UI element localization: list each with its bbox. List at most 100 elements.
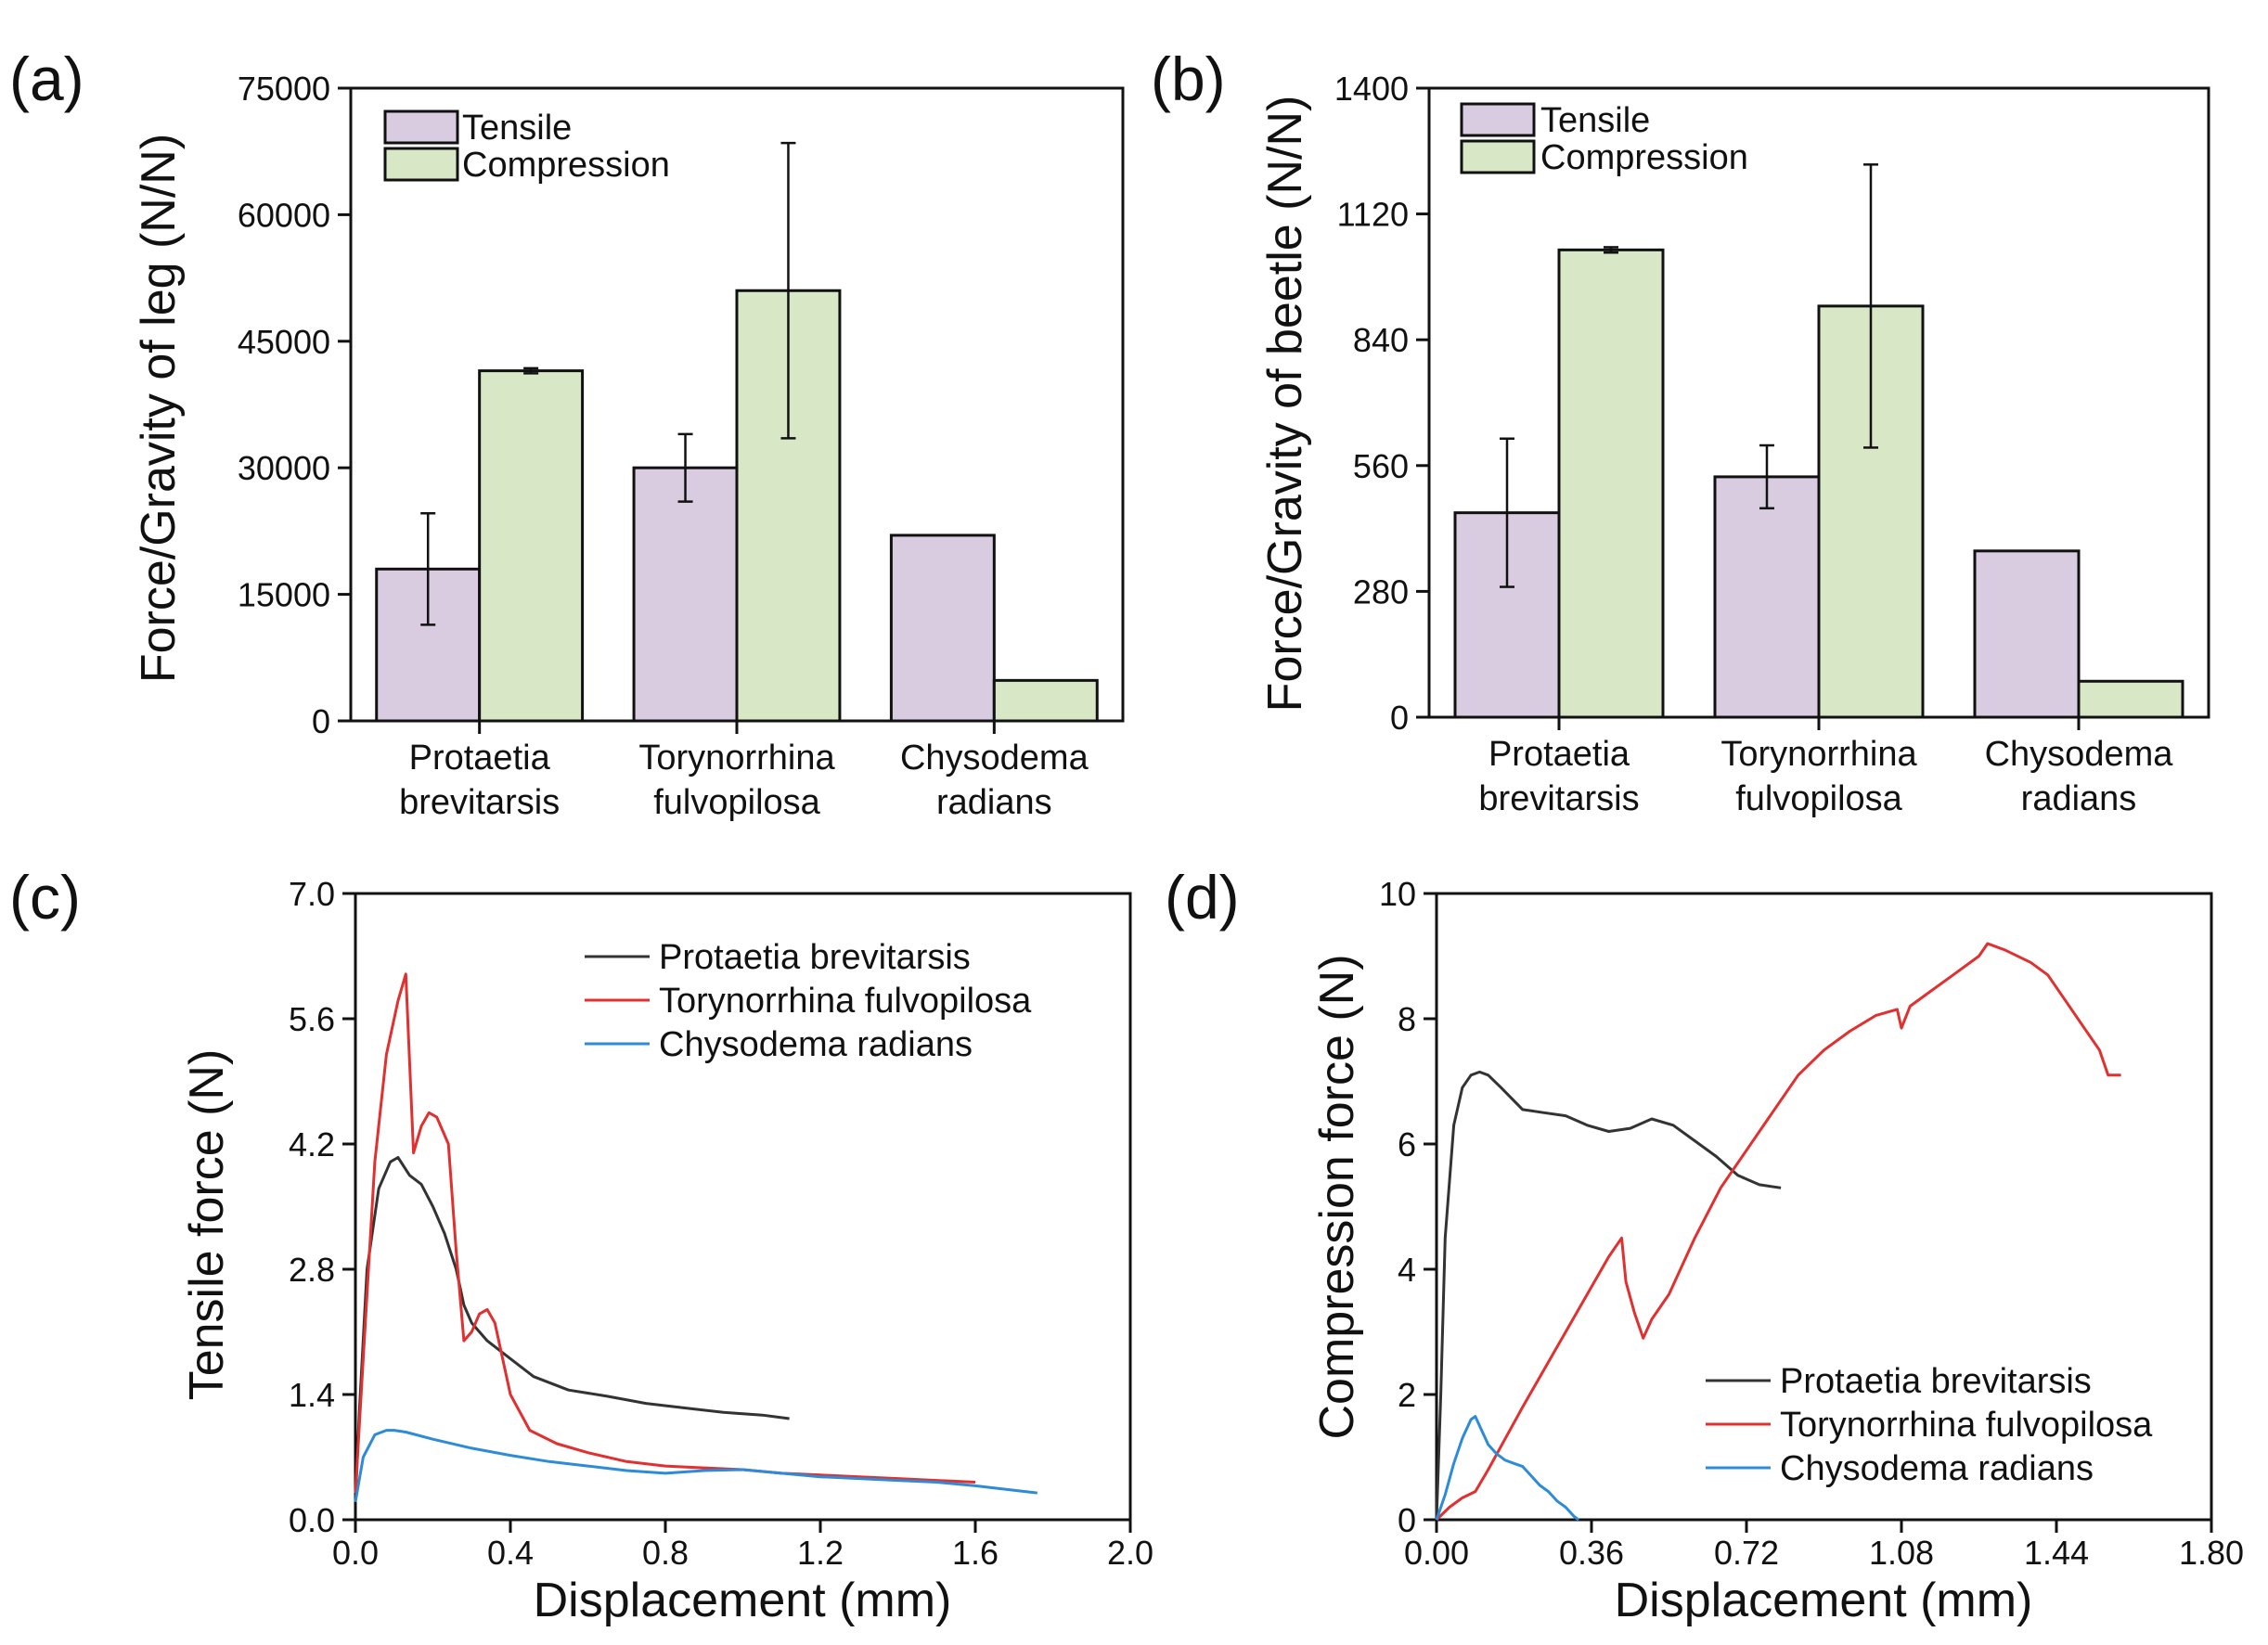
x-tick-label: 0.4 [487,1534,534,1572]
legend-label-chysodema: Chysodema radians [1780,1449,2094,1488]
x-tick-label: 0.0 [332,1534,379,1572]
x-tick-label: 1.6 [952,1534,999,1572]
y-tick-label: 1400 [1334,70,1409,108]
bar-compression-protaetia [1557,248,1665,719]
category-label-radians: radians [2021,779,2137,818]
category-label-brevitarsis: brevitarsis [399,783,560,822]
y-tick-label: 5.6 [289,1000,335,1038]
y-tick-label: 0 [1390,699,1409,737]
series-line-protaetia-brevitarsis [354,1156,790,1502]
panel-b-label: (b) [1151,45,1226,113]
panel-c-plot-frame [354,892,1132,1522]
category-label-torynorrhina: Torynorrhina [638,739,835,778]
panel-b-bars [1453,163,2184,719]
x-tick-label: 1.2 [797,1534,844,1572]
y-tick-label: 280 [1353,572,1409,610]
category-label-chysodema: Chysodema [900,739,1089,778]
panel-c-y-axis-title: Tensile force (N) [180,1049,234,1401]
y-tick-label: 1120 [1337,196,1409,234]
y-tick-label: 6 [1398,1125,1416,1163]
category-label-chysodema: Chysodema [1985,735,2174,774]
panel-a-bar-chart: (a) Force/Gravity of leg (N/N) 0 15000 300… [9,45,1125,822]
panel-d-y-ticks: 0 2 4 6 8 10 [1379,875,1437,1539]
legend-swatch-tensile [383,109,459,145]
y-tick-label: 0 [312,702,330,740]
panel-c-x-axis-title: Displacement (mm) [534,1574,952,1627]
y-tick-label: 60000 [238,196,330,234]
bar-tensile-chysodema [1973,549,2081,719]
series-line-torynorrhina-fulvopilosa [1435,942,2121,1522]
panel-a-label: (a) [9,45,84,113]
y-tick-label: 8 [1398,1000,1416,1038]
x-tick-label: 0.00 [1404,1534,1469,1572]
panel-d-label: (d) [1165,863,1240,932]
panel-b-y-axis-title: Force/Gravity of beetle (N/N) [1258,96,1312,713]
panel-a-category-labels: Protaetia brevitarsis Torynorrhina fulvopil… [399,721,1089,822]
x-tick-label: 0.8 [642,1534,689,1572]
legend-label-torynorrhina: Torynorrhina fulvopilosa [1780,1406,2153,1445]
panel-a-legend: Tensile Compression [383,109,670,185]
panel-d-y-axis-title: Compression force (N) [1310,954,1364,1439]
series-line-protaetia-brevitarsis [1435,1070,1782,1521]
category-label-torynorrhina: Torynorrhina [1720,735,1917,774]
y-tick-label: 840 [1353,321,1409,359]
panel-b-legend: Tensile Compression [1460,101,1748,177]
panel-c-lines [354,972,1037,1502]
panel-b-bar-chart: (b) Force/Gravity of beetle (N/N) 0 280 56… [1151,45,2210,818]
y-tick-label: 4.2 [289,1125,335,1163]
y-tick-label: 2.8 [289,1251,335,1289]
y-tick-label: 4 [1398,1251,1416,1289]
legend-label-chysodema: Chysodema radians [659,1025,973,1064]
legend-label-protaetia: Protaetia brevitarsis [1780,1362,2092,1401]
category-label-fulvopilosa: fulvopilosa [1735,779,1902,818]
y-tick-label: 0.0 [289,1501,335,1539]
panel-c-x-ticks: 0.0 0.4 0.8 1.2 1.6 2.0 [332,1520,1153,1572]
category-label-fulvopilosa: fulvopilosa [653,783,820,822]
panel-d-plot-frame [1435,892,2213,1522]
panel-d-legend: Protaetia brevitarsis Torynorrhina fulvo… [1706,1362,2153,1488]
x-tick-label: 2.0 [1107,1534,1153,1572]
x-tick-label: 1.44 [2024,1534,2089,1572]
legend-label-protaetia: Protaetia brevitarsis [659,938,971,977]
panel-c-line-chart: (c) Tensile force (N) 0.0 1.4 2.8 4.2 5.6 7.0… [9,863,1153,1627]
bar-compression-protaetia [478,369,585,723]
bar-tensile-chysodema [889,533,996,723]
y-tick-label: 30000 [238,449,330,487]
panel-d-x-ticks: 0.00 0.36 0.72 1.08 1.44 1.80 [1404,1520,2244,1572]
legend-label-compression: Compression [1540,138,1748,177]
y-tick-label: 7.0 [289,875,335,913]
panel-c-label: (c) [9,863,81,932]
y-tick-label: 10 [1379,875,1416,913]
panel-c-legend: Protaetia brevitarsis Torynorrhina fulvo… [585,938,1032,1064]
bar-compression-chysodema [2077,679,2184,719]
panel-a-bars [375,141,1099,723]
bar-compression-chysodema [992,678,1099,723]
legend-swatch-compression [1460,139,1536,174]
y-tick-label: 2 [1398,1376,1416,1414]
x-tick-label: 0.72 [1714,1534,1779,1572]
legend-label-compression: Compression [462,146,670,185]
legend-label-torynorrhina: Torynorrhina fulvopilosa [659,982,1032,1021]
legend-label-tensile: Tensile [1540,101,1650,140]
panel-b-y-ticks: 0 280 560 840 1120 1400 [1334,70,1429,737]
category-label-radians: radians [936,783,1052,822]
y-tick-label: 0 [1398,1501,1416,1539]
panel-b-category-labels: Protaetia brevitarsis Torynorrhina fulvopil… [1478,717,2173,818]
y-tick-label: 45000 [238,323,330,361]
x-tick-label: 0.36 [1559,1534,1624,1572]
bar-tensile-torynorrhina [632,466,739,723]
category-label-brevitarsis: brevitarsis [1478,779,1639,818]
x-tick-label: 1.80 [2179,1534,2244,1572]
category-label-protaetia: Protaetia [1488,735,1630,774]
legend-label-tensile: Tensile [462,109,572,148]
legend-swatch-compression [383,147,459,182]
panel-d-lines [1435,942,2121,1522]
x-tick-label: 1.08 [1869,1534,1934,1572]
y-tick-label: 1.4 [289,1376,335,1414]
legend-swatch-tensile [1460,102,1536,137]
series-line-chysodema-radians [1435,1415,1579,1522]
category-label-protaetia: Protaetia [409,739,551,778]
panel-a-y-axis-title: Force/Gravity of leg (N/N) [132,134,186,683]
